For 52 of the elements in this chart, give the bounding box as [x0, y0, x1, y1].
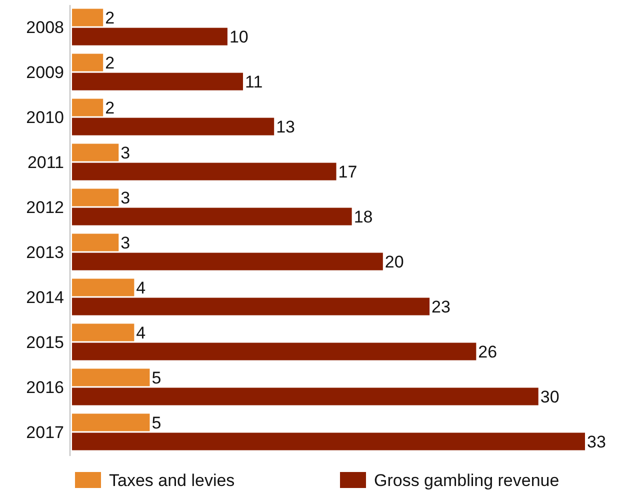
- bar: [72, 98, 104, 116]
- data-label: 33: [587, 432, 606, 452]
- bar: [72, 432, 585, 450]
- bar: [72, 8, 104, 26]
- bar: [72, 324, 134, 342]
- bar: [72, 54, 104, 72]
- y-tick-label: 2012: [26, 198, 64, 217]
- data-label: 2: [105, 98, 115, 118]
- bar: [72, 298, 430, 316]
- data-label: 30: [540, 387, 560, 406]
- data-label: 4: [136, 323, 146, 342]
- data-label: 17: [338, 162, 358, 182]
- data-label: 4: [136, 278, 146, 298]
- bar: [72, 162, 336, 180]
- data-label: 26: [478, 342, 498, 362]
- legend-label: Taxes and levies: [109, 470, 235, 490]
- data-label: 20: [384, 252, 404, 272]
- data-label: 18: [354, 207, 373, 226]
- data-label: 2: [105, 53, 115, 72]
- data-label: 13: [276, 117, 296, 136]
- bar: [72, 414, 150, 432]
- data-label: 3: [120, 233, 130, 252]
- bar: [72, 234, 119, 252]
- bar: [72, 118, 274, 136]
- data-label: 5: [152, 413, 162, 432]
- y-tick-label: 2014: [26, 288, 64, 307]
- data-label: 3: [120, 188, 130, 208]
- y-tick-label: 2017: [26, 422, 64, 442]
- data-label: 2: [105, 8, 115, 28]
- bar: [72, 278, 134, 296]
- bar: [72, 144, 119, 162]
- y-tick-label: 2011: [27, 152, 64, 172]
- data-label: 11: [245, 72, 263, 92]
- bar: [72, 208, 352, 226]
- y-tick-label: 2010: [26, 108, 64, 127]
- y-tick-label: 2009: [26, 62, 64, 82]
- bar: [72, 388, 538, 406]
- data-label: 10: [229, 28, 248, 47]
- data-label: 3: [120, 143, 130, 162]
- y-tick-label: 2008: [26, 18, 64, 37]
- y-tick-label: 2013: [26, 242, 64, 262]
- legend-label: Gross gambling revenue: [374, 470, 560, 490]
- y-tick-label: 2015: [26, 332, 64, 352]
- bar: [72, 28, 228, 46]
- bar: [72, 188, 119, 206]
- data-label: 5: [152, 368, 162, 388]
- bar: [72, 252, 383, 270]
- bar: [72, 72, 243, 90]
- data-label: 23: [432, 297, 450, 316]
- bar: [72, 342, 476, 360]
- bar: [72, 368, 150, 386]
- y-tick-label: 2016: [26, 378, 64, 397]
